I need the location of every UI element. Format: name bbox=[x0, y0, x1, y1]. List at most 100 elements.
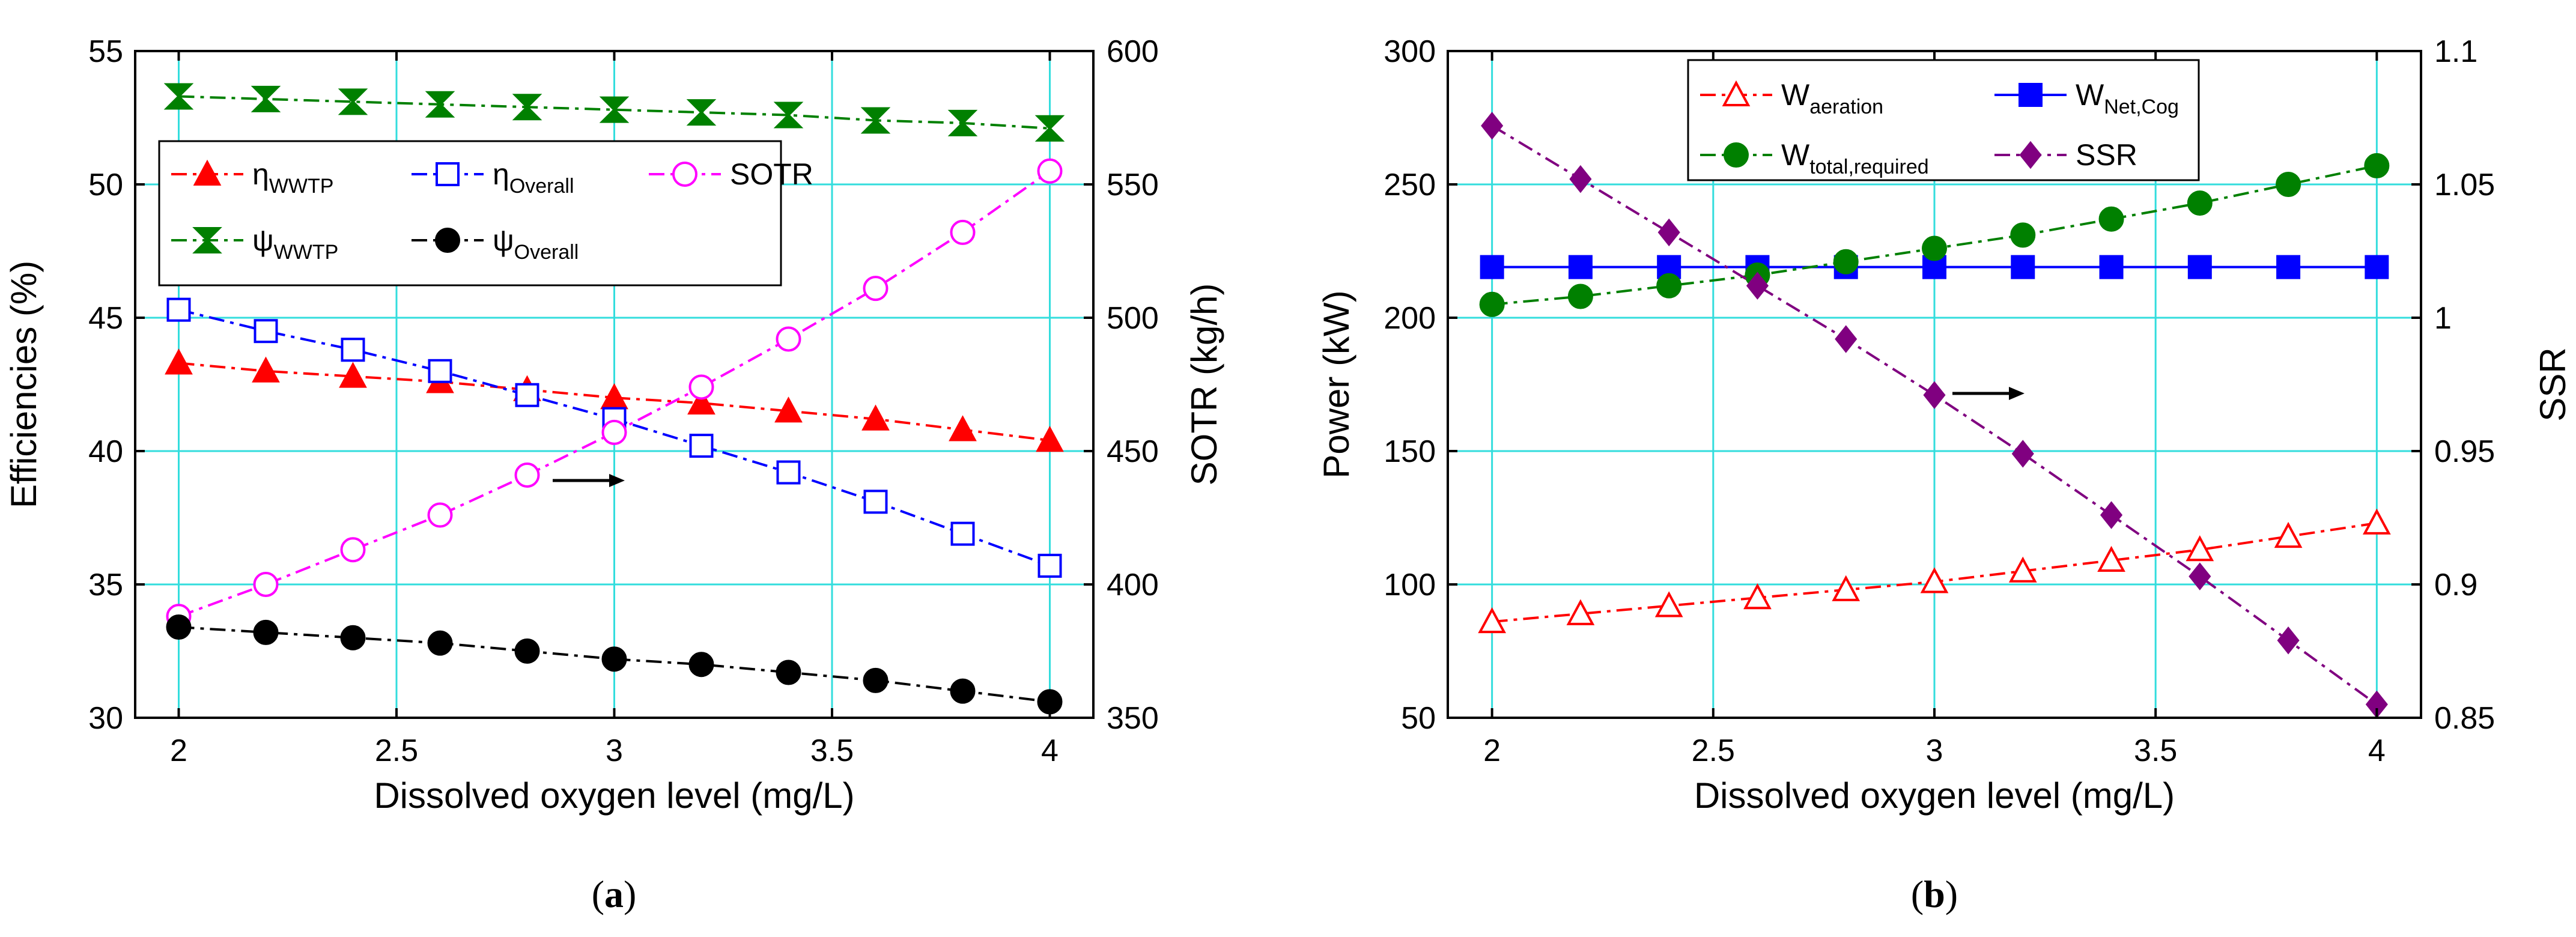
panel-label-b: (b) bbox=[1911, 873, 1958, 915]
legend-label: SSR bbox=[2076, 138, 2137, 172]
arrow-head bbox=[2009, 387, 2025, 400]
x-tick-label: 3 bbox=[606, 733, 623, 768]
y2-tick-label: 600 bbox=[1107, 34, 1159, 69]
data-point-9 bbox=[2277, 626, 2300, 655]
legend-label-sub: Overall bbox=[509, 175, 574, 198]
legend-label-sub: WWTP bbox=[274, 241, 339, 264]
legend-label: ηOverall bbox=[493, 157, 574, 198]
data-point-3 bbox=[425, 91, 455, 118]
x-tick-label: 4 bbox=[1041, 733, 1059, 768]
data-point-7 bbox=[776, 660, 801, 685]
y-tick-label: 55 bbox=[88, 34, 123, 69]
paren-close: ) bbox=[1945, 873, 1958, 915]
data-point-6 bbox=[2011, 255, 2035, 279]
data-point-1 bbox=[1568, 255, 1593, 279]
x-tick-label: 3.5 bbox=[810, 733, 854, 768]
data-point-2 bbox=[1657, 218, 1680, 247]
legend-marker bbox=[2019, 83, 2043, 107]
series-SSR-main bbox=[1481, 112, 2388, 719]
data-point-10 bbox=[2363, 508, 2391, 535]
legend-entry-3: SSR bbox=[1994, 138, 2137, 172]
paren-close: ) bbox=[624, 873, 636, 915]
arrow-head bbox=[609, 474, 625, 487]
legend-entry-0: Waeration bbox=[1700, 78, 1883, 118]
legend-marker bbox=[1722, 80, 1751, 106]
y-tick-label: 30 bbox=[88, 701, 123, 736]
y-tick-label: 50 bbox=[1401, 701, 1436, 736]
legend-label-main: W bbox=[2076, 78, 2104, 112]
paren-open: ( bbox=[1911, 873, 1924, 915]
y2-tick-label: 550 bbox=[1107, 168, 1159, 202]
y-axis-label: Efficiencies (%) bbox=[4, 261, 44, 508]
data-point-9 bbox=[2276, 172, 2301, 197]
data-point-8 bbox=[863, 490, 888, 514]
legend-label-main: W bbox=[1781, 138, 1810, 172]
data-point-2 bbox=[339, 362, 367, 388]
legend-label-sub: total,required bbox=[1809, 156, 1928, 178]
x-tick-label: 4 bbox=[2368, 733, 2386, 768]
data-point-10 bbox=[1037, 158, 1063, 184]
y2-axis-label: SSR bbox=[2533, 347, 2573, 421]
legend-entry-4: ψOverall bbox=[412, 223, 579, 264]
legend-label: ψWWTP bbox=[252, 223, 338, 264]
legend-label: SOTR bbox=[730, 157, 813, 191]
data-point-5 bbox=[1922, 235, 1947, 261]
panel-letter: b bbox=[1924, 873, 1945, 915]
y-tick-label: 45 bbox=[88, 301, 123, 336]
y2-tick-label: 500 bbox=[1107, 301, 1159, 336]
series-line bbox=[1491, 124, 2378, 706]
series-line bbox=[178, 95, 1050, 130]
data-point-6 bbox=[2011, 440, 2034, 468]
data-point-3 bbox=[427, 630, 453, 656]
legend-marker bbox=[1724, 142, 1749, 168]
y2-tick-label: 0.95 bbox=[2434, 434, 2495, 469]
data-point-6 bbox=[2008, 556, 2037, 583]
data-point-2 bbox=[340, 537, 366, 563]
data-point-4 bbox=[1833, 249, 1859, 274]
series-W-aeration bbox=[1478, 508, 2391, 634]
x-axis-label: Dissolved oxygen level (mg/L) bbox=[374, 775, 854, 816]
legend-box bbox=[1687, 59, 2200, 181]
data-point-4 bbox=[1835, 325, 1858, 353]
data-point-9 bbox=[2276, 255, 2301, 279]
legend-label-main: SSR bbox=[2076, 138, 2137, 172]
data-point-3 bbox=[428, 359, 452, 383]
x-tick-label: 2.5 bbox=[1692, 733, 1735, 768]
y-tick-label: 200 bbox=[1384, 301, 1436, 336]
data-point-0 bbox=[163, 83, 194, 110]
data-point-8 bbox=[2186, 535, 2214, 562]
data-point-10 bbox=[1037, 553, 1062, 578]
legend-entry-2: SOTR bbox=[649, 157, 813, 191]
y2-tick-label: 0.9 bbox=[2434, 568, 2477, 602]
data-point-8 bbox=[861, 404, 890, 431]
y-tick-label: 40 bbox=[88, 434, 123, 469]
legend-label-sub: aeration bbox=[1809, 96, 1883, 118]
data-point-3 bbox=[427, 502, 453, 528]
y2-tick-label: 0.85 bbox=[2434, 701, 2495, 736]
y2-tick-label: 1.05 bbox=[2434, 168, 2495, 202]
data-point-0 bbox=[166, 614, 192, 640]
data-point-1 bbox=[251, 85, 281, 112]
panel-letter: a bbox=[604, 873, 624, 915]
data-point-7 bbox=[2097, 545, 2125, 572]
paren-open: ( bbox=[592, 873, 604, 915]
data-point-7 bbox=[773, 102, 804, 129]
data-point-7 bbox=[2099, 255, 2124, 279]
legend-marker bbox=[193, 159, 222, 186]
legend-label: ψOverall bbox=[493, 223, 579, 264]
data-point-0 bbox=[1481, 112, 1504, 140]
data-point-8 bbox=[2187, 190, 2213, 216]
legend-entry-3: ψWWTP bbox=[171, 223, 338, 264]
legend-label-main: ψ bbox=[252, 223, 274, 257]
data-point-9 bbox=[950, 219, 976, 245]
legend-label-main: ψ bbox=[493, 223, 514, 257]
data-point-4 bbox=[515, 383, 539, 407]
data-point-2 bbox=[1654, 591, 1683, 617]
data-point-2 bbox=[340, 625, 366, 650]
x-tick-label: 2 bbox=[1483, 733, 1501, 768]
data-point-1 bbox=[1569, 165, 1592, 193]
data-point-4 bbox=[514, 462, 540, 488]
